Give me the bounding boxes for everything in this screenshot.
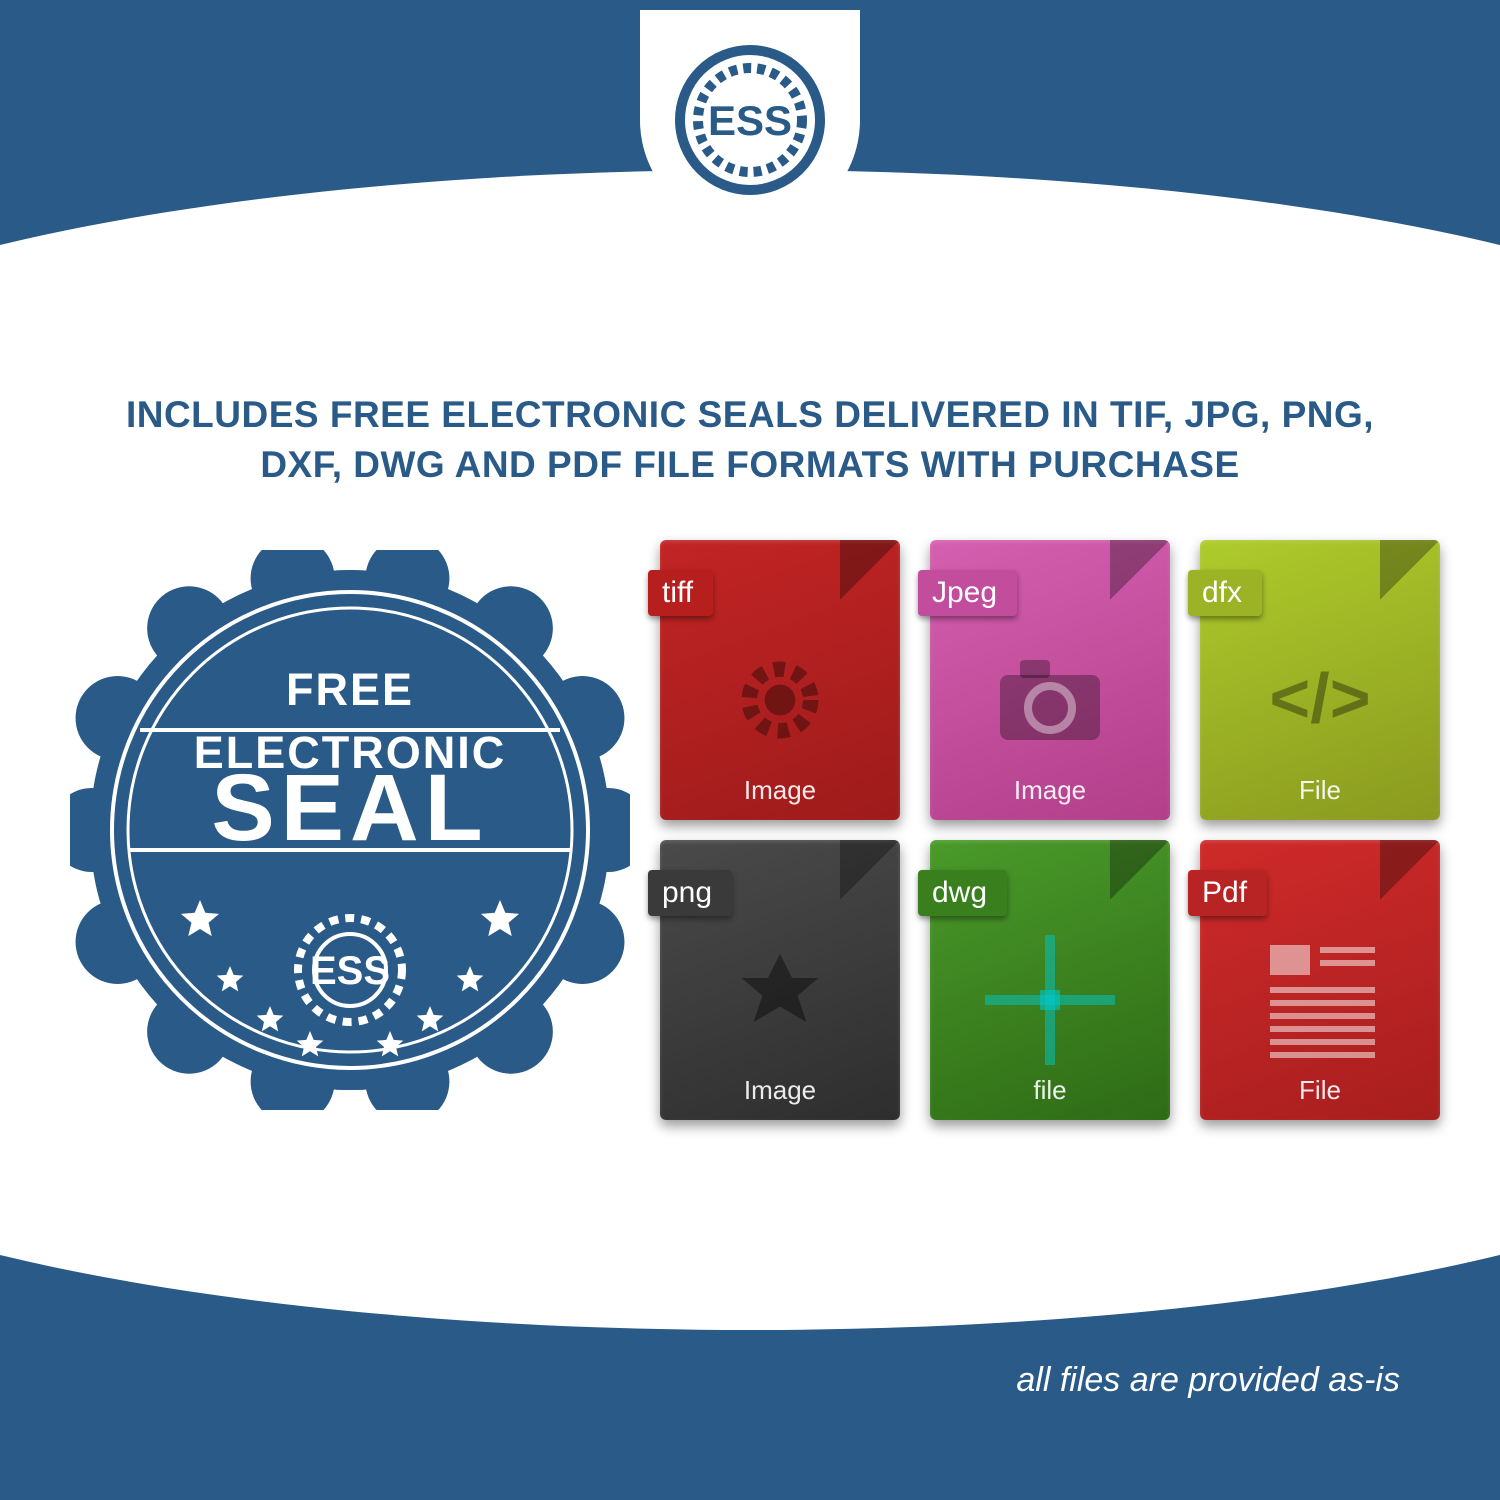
svg-text:</>: </> (1269, 659, 1370, 737)
file-fold-icon (1380, 540, 1440, 600)
file-format-label: png (648, 870, 732, 916)
ess-gear-icon: ESS (670, 40, 830, 200)
file-format-label: Jpeg (918, 570, 1017, 616)
file-glyph-icon (660, 930, 900, 1070)
file-icon-png: pngImage (660, 840, 900, 1120)
file-fold-icon (1110, 840, 1170, 900)
file-icon-jpeg: JpegImage (930, 540, 1170, 820)
file-icon-dwg: dwgfile (930, 840, 1170, 1120)
ess-logo-text: ESS (708, 97, 792, 144)
main-row: FREE ELECTRONIC SEAL ESS tiffImageJpegIm… (0, 530, 1500, 1130)
file-glyph-icon (930, 930, 1170, 1070)
file-type-label: Image (660, 775, 900, 806)
ess-logo: ESS (640, 10, 860, 230)
file-type-label: Image (930, 775, 1170, 806)
file-glyph-icon (660, 630, 900, 770)
file-fold-icon (1380, 840, 1440, 900)
file-icon-tiff: tiffImage (660, 540, 900, 820)
file-type-label: File (1200, 1075, 1440, 1106)
file-fold-icon (840, 840, 900, 900)
file-fold-icon (1110, 540, 1170, 600)
footer-note: all files are provided as-is (1016, 1361, 1400, 1400)
file-icon-dfx: dfx</>File (1200, 540, 1440, 820)
file-icon-pdf: PdfFile (1200, 840, 1440, 1120)
file-format-label: Pdf (1188, 870, 1267, 916)
headline-text: INCLUDES FREE ELECTRONIC SEALS DELIVERED… (100, 390, 1400, 490)
file-format-grid: tiffImageJpegImagedfx</>FilepngImagedwgf… (660, 540, 1440, 1120)
file-type-label: Image (660, 1075, 900, 1106)
file-format-label: dwg (918, 870, 1007, 916)
file-type-label: file (930, 1075, 1170, 1106)
file-fold-icon (840, 540, 900, 600)
file-glyph-icon: </> (1200, 630, 1440, 770)
seal-line3: SEAL (211, 755, 488, 861)
file-type-label: File (1200, 775, 1440, 806)
seal-badge: FREE ELECTRONIC SEAL ESS (70, 550, 630, 1110)
infographic-canvas: ESS INCLUDES FREE ELECTRONIC SEALS DELIV… (0, 0, 1500, 1500)
file-format-label: dfx (1188, 570, 1262, 616)
seal-line1: FREE (286, 664, 414, 715)
seal-ess-text: ESS (310, 949, 390, 993)
file-glyph-icon (1200, 930, 1440, 1070)
file-glyph-icon (930, 630, 1170, 770)
file-format-label: tiff (648, 570, 713, 616)
